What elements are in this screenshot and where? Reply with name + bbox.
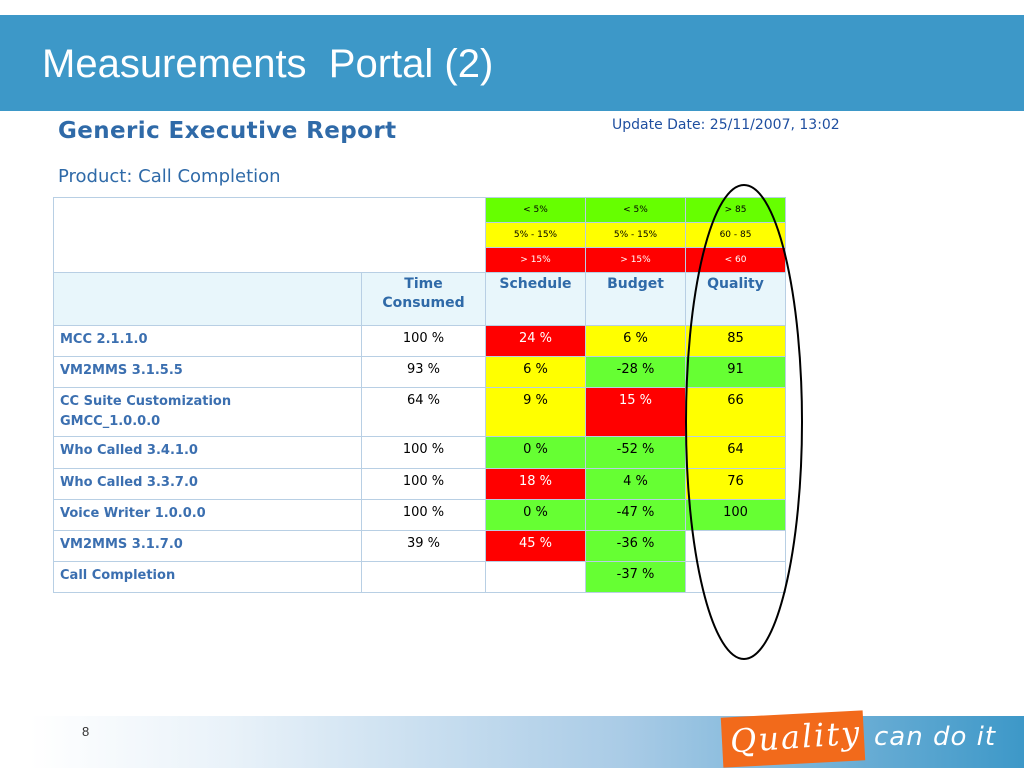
row-quality: 91 <box>685 356 786 388</box>
table-row: Voice Writer 1.0.0.0 100 % 0 % -47 % 100 <box>53 499 786 531</box>
row-budget: -47 % <box>585 499 686 531</box>
row-quality: 100 <box>685 499 786 531</box>
column-header-time-consumed: Time Consumed <box>361 272 486 326</box>
legend-quality-good: > 85 <box>685 197 786 223</box>
row-budget: 4 % <box>585 468 686 500</box>
row-quality <box>685 561 786 593</box>
slide-title: Measurements Portal (2) <box>42 42 494 86</box>
legend-budget-good: < 5% <box>585 197 686 223</box>
page-number: 8 <box>82 724 90 739</box>
row-time-consumed: 93 % <box>361 356 486 388</box>
row-time-consumed: 39 % <box>361 530 486 562</box>
row-quality: 64 <box>685 436 786 469</box>
row-schedule: 0 % <box>485 436 586 469</box>
row-product-name: Who Called 3.4.1.0 <box>53 436 362 469</box>
legend-budget-bad: > 15% <box>585 247 686 273</box>
row-time-consumed: 100 % <box>361 499 486 531</box>
row-quality: 66 <box>685 387 786 437</box>
row-budget: -28 % <box>585 356 686 388</box>
executive-report-table: < 5% < 5% > 85 5% - 15% 5% - 15% 60 - 85… <box>53 197 786 593</box>
row-budget: 15 % <box>585 387 686 437</box>
row-budget: -37 % <box>585 561 686 593</box>
table-row: Call Completion -37 % <box>53 561 786 593</box>
row-schedule: 45 % <box>485 530 586 562</box>
row-schedule: 9 % <box>485 387 586 437</box>
legend-schedule-good: < 5% <box>485 197 586 223</box>
tagline-text: can do it <box>874 722 997 752</box>
row-time-consumed: 64 % <box>361 387 486 437</box>
product-label: Product: Call Completion <box>58 166 281 187</box>
row-product-name: MCC 2.1.1.0 <box>53 325 362 357</box>
column-header-row: Time Consumed Schedule Budget Quality <box>53 272 786 326</box>
table-row: Who Called 3.3.7.0 100 % 18 % 4 % 76 <box>53 468 786 500</box>
table-row: VM2MMS 3.1.5.5 93 % 6 % -28 % 91 <box>53 356 786 388</box>
row-product-name: VM2MMS 3.1.7.0 <box>53 530 362 562</box>
row-product-name: VM2MMS 3.1.5.5 <box>53 356 362 388</box>
row-quality: 85 <box>685 325 786 357</box>
row-product-name: Voice Writer 1.0.0.0 <box>53 499 362 531</box>
row-time-consumed <box>361 561 486 593</box>
legend-schedule-warning: 5% - 15% <box>485 222 586 248</box>
row-schedule: 18 % <box>485 468 586 500</box>
table-row: Who Called 3.4.1.0 100 % 0 % -52 % 64 <box>53 436 786 469</box>
column-header-time-line1: Time <box>404 276 443 292</box>
column-header-time-line2: Consumed <box>382 295 465 311</box>
row-product-name-line2: GMCC_1.0.0.0 <box>60 414 161 429</box>
legend-quality-warning: 60 - 85 <box>685 222 786 248</box>
row-schedule: 24 % <box>485 325 586 357</box>
row-time-consumed: 100 % <box>361 325 486 357</box>
legend-quality-bad: < 60 <box>685 247 786 273</box>
row-quality <box>685 530 786 562</box>
column-header-schedule: Schedule <box>485 272 586 326</box>
table-row: MCC 2.1.1.0 100 % 24 % 6 % 85 <box>53 325 786 357</box>
legend-schedule-bad: > 15% <box>485 247 586 273</box>
column-header-quality: Quality <box>685 272 786 326</box>
row-product-name-line1: CC Suite Customization <box>60 394 232 409</box>
row-time-consumed: 100 % <box>361 436 486 469</box>
row-time-consumed: 100 % <box>361 468 486 500</box>
update-date: Update Date: 25/11/2007, 13:02 <box>612 117 840 133</box>
legend-budget-warning: 5% - 15% <box>585 222 686 248</box>
row-schedule: 6 % <box>485 356 586 388</box>
report-title: Generic Executive Report <box>58 118 397 144</box>
row-product-name: Who Called 3.3.7.0 <box>53 468 362 500</box>
row-product-name: CC Suite Customization GMCC_1.0.0.0 <box>53 387 362 437</box>
row-budget: 6 % <box>585 325 686 357</box>
row-schedule: 0 % <box>485 499 586 531</box>
legend-blank-cell <box>53 197 486 273</box>
column-header-budget: Budget <box>585 272 686 326</box>
row-quality: 76 <box>685 468 786 500</box>
row-schedule <box>485 561 586 593</box>
legend-row-good: < 5% < 5% > 85 <box>53 197 786 273</box>
table-row: CC Suite Customization GMCC_1.0.0.0 64 %… <box>53 387 786 437</box>
row-budget: -52 % <box>585 436 686 469</box>
row-product-name: Call Completion <box>53 561 362 593</box>
title-bar <box>0 15 1024 111</box>
column-header-product <box>53 272 362 326</box>
row-budget: -36 % <box>585 530 686 562</box>
table-row: VM2MMS 3.1.7.0 39 % 45 % -36 % <box>53 530 786 562</box>
